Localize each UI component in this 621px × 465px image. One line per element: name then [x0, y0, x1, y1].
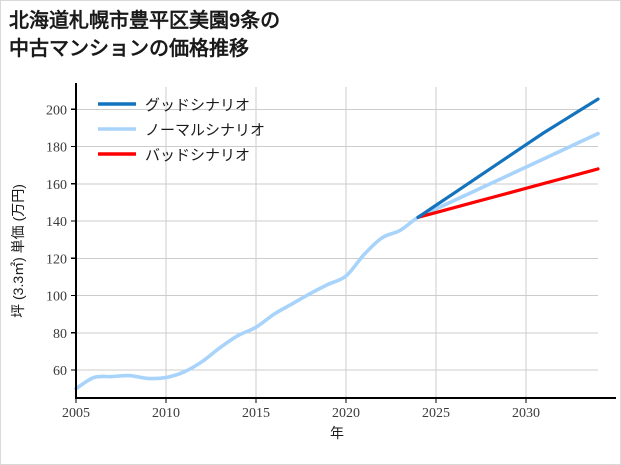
x-tick-label: 2020 — [332, 406, 360, 421]
y-tick-label: 80 — [53, 327, 67, 342]
x-axis-title: 年 — [330, 425, 344, 441]
vertical-gridlines — [165, 87, 527, 398]
y-tick-label: 200 — [46, 103, 67, 118]
x-axis-tick-labels: 2005 2010 2015 2020 2025 2030 — [62, 398, 540, 421]
title-line-2: 中古マンションの価格推移 — [9, 38, 249, 60]
y-tick-label: 160 — [46, 178, 67, 193]
y-tick-label: 140 — [46, 215, 67, 230]
y-axis-tick-labels: 60 80 100 120 140 160 180 200 — [46, 103, 76, 379]
x-tick-label: 2015 — [242, 406, 270, 421]
legend-label: ノーマルシナリオ — [145, 123, 265, 139]
series-line-bad — [416, 167, 600, 219]
y-tick-label: 120 — [46, 252, 67, 267]
y-axis-title: 坪 (3.3㎡) 単価 (万円) — [10, 184, 26, 318]
horizontal-gridlines — [76, 108, 598, 371]
x-tick-label: 2010 — [152, 406, 180, 421]
x-tick-label: 2025 — [422, 406, 450, 421]
legend-label: バッドシナリオ — [145, 148, 250, 164]
y-tick-label: 180 — [46, 141, 67, 156]
y-tick-label: 100 — [46, 290, 67, 305]
title-line-1: 北海道札幌市豊平区美園9条の — [9, 10, 281, 32]
legend-label: グッドシナリオ — [145, 97, 250, 114]
series-line-normal — [74, 131, 600, 391]
series-layer — [74, 97, 600, 391]
x-tick-label: 2005 — [62, 406, 90, 421]
x-tick-label: 2030 — [512, 406, 540, 421]
series-line-good — [416, 97, 600, 219]
y-tick-label: 60 — [53, 364, 67, 379]
page-title: 北海道札幌市豊平区美園9条の 中古マンションの価格推移 — [9, 7, 609, 63]
